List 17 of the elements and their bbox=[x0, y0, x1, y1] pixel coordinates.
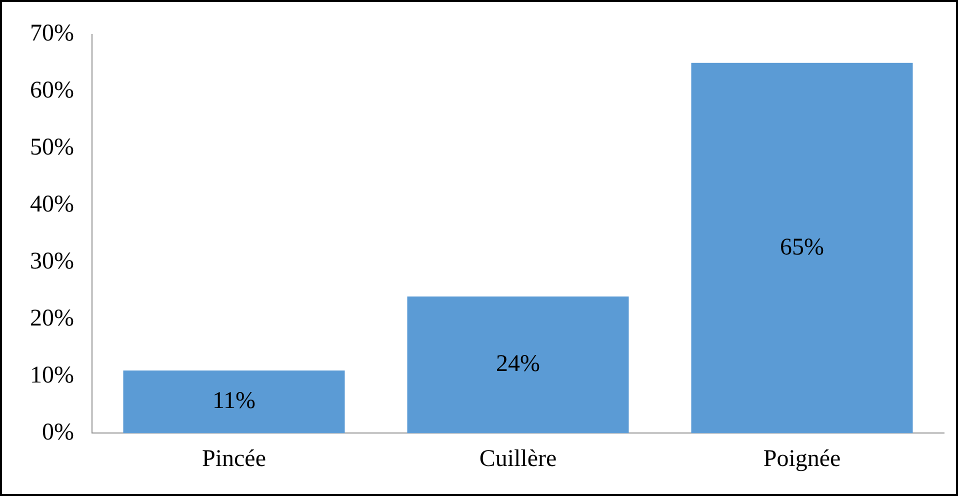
y-tick-label: 20% bbox=[30, 306, 74, 332]
data-label: 24% bbox=[496, 351, 540, 378]
y-tick-label: 30% bbox=[30, 248, 74, 275]
x-tick-label: Poignée bbox=[763, 446, 841, 472]
x-tick-label: Pincée bbox=[202, 446, 266, 472]
y-tick-label: 60% bbox=[30, 78, 74, 104]
data-label: 65% bbox=[780, 234, 824, 260]
y-tick-label: 50% bbox=[30, 134, 74, 161]
y-tick-label: 0% bbox=[42, 419, 74, 446]
bar bbox=[407, 296, 629, 434]
data-label: 11% bbox=[212, 388, 256, 414]
bar bbox=[123, 370, 345, 434]
y-tick-label: 40% bbox=[30, 192, 74, 218]
y-tick-label: 70% bbox=[30, 20, 74, 47]
y-tick-label: 10% bbox=[30, 362, 74, 389]
x-tick-label: Cuillère bbox=[479, 446, 557, 472]
bar bbox=[691, 62, 913, 434]
